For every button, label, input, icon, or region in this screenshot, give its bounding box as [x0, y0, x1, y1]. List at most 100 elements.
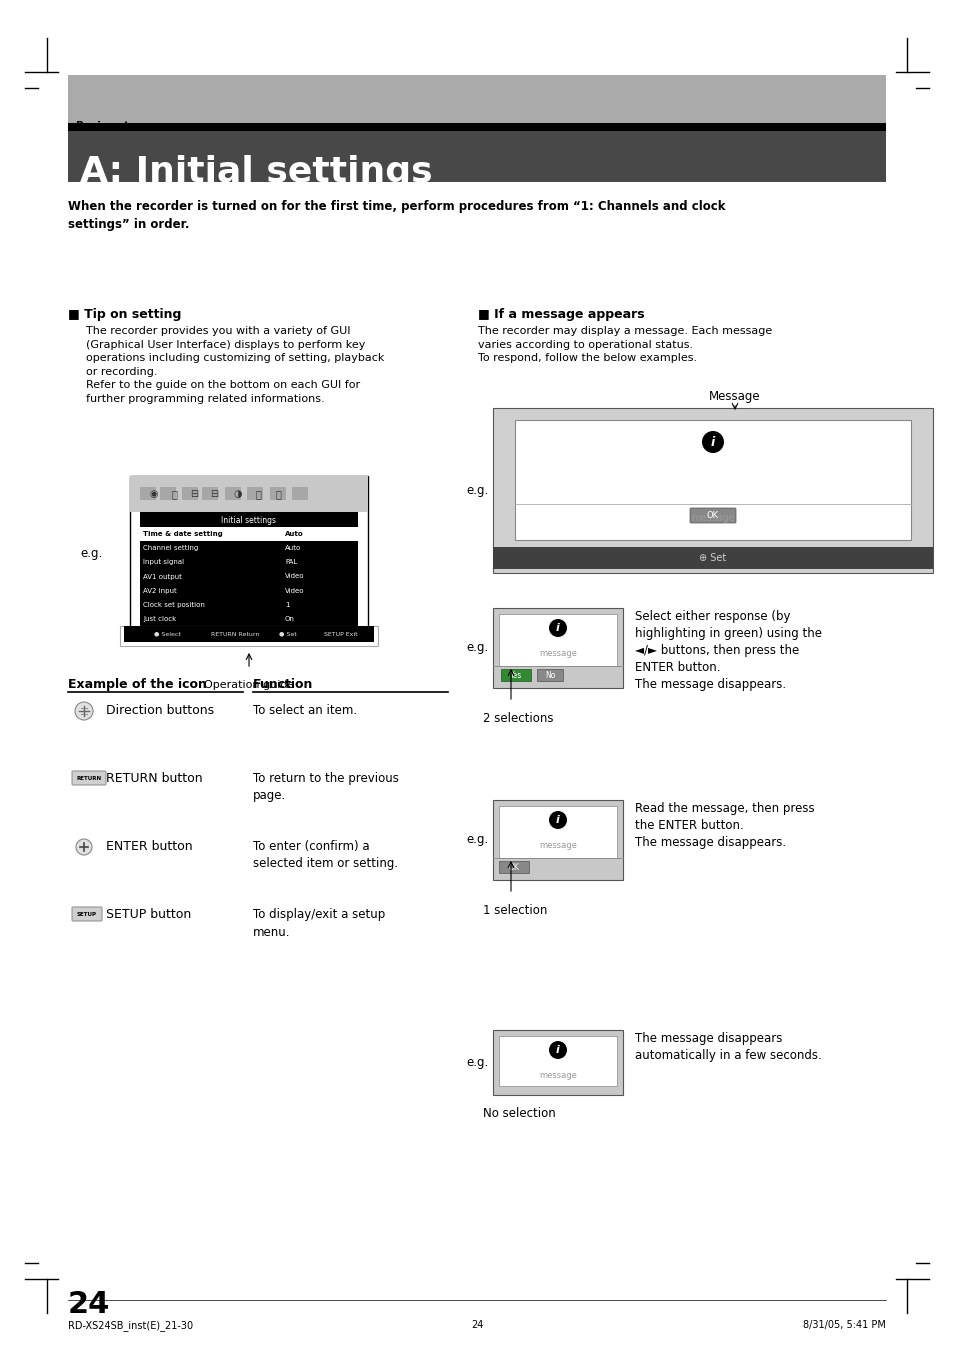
Text: message: message: [538, 650, 577, 658]
Text: To enter (confirm) a
selected item or setting.: To enter (confirm) a selected item or se…: [253, 840, 397, 870]
Text: The recorder provides you with a variety of GUI
(Graphical User Interface) displ: The recorder provides you with a variety…: [86, 326, 384, 404]
Text: Direction buttons: Direction buttons: [106, 704, 213, 717]
Text: The recorder may display a message. Each message
varies according to operational: The recorder may display a message. Each…: [477, 326, 771, 363]
Text: 2 selections: 2 selections: [482, 712, 553, 725]
Bar: [68, 123, 885, 131]
Circle shape: [548, 811, 566, 830]
Text: Auto: Auto: [285, 531, 303, 538]
Text: SETUP button: SETUP button: [106, 908, 191, 921]
Text: On: On: [285, 616, 294, 621]
Text: Auto: Auto: [285, 546, 301, 551]
Text: Basic setup: Basic setup: [76, 122, 144, 131]
Text: ■ If a message appears: ■ If a message appears: [477, 308, 644, 322]
Bar: [225, 486, 241, 500]
Bar: [498, 613, 617, 666]
Text: ⊕ Set: ⊕ Set: [699, 553, 726, 563]
Text: message: message: [538, 842, 577, 851]
Circle shape: [548, 619, 566, 638]
Text: i: i: [556, 623, 559, 634]
Text: Message: Message: [708, 390, 760, 403]
Text: RETURN: RETURN: [76, 775, 101, 781]
Text: e.g.: e.g.: [465, 834, 488, 847]
Text: To return to the previous
page.: To return to the previous page.: [253, 771, 398, 802]
Text: OK: OK: [706, 511, 719, 520]
Bar: [292, 486, 308, 500]
Text: Operation guide: Operation guide: [204, 680, 294, 690]
Text: e.g.: e.g.: [465, 642, 488, 654]
Bar: [68, 76, 885, 127]
Bar: [270, 486, 286, 500]
Bar: [498, 807, 617, 858]
Text: 📤: 📤: [274, 489, 280, 499]
Bar: [500, 669, 531, 681]
Bar: [498, 861, 529, 873]
Text: Just clock: Just clock: [143, 616, 176, 621]
Text: Select either response (by
highlighting in green) using the
◄/► buttons, then pr: Select either response (by highlighting …: [635, 611, 821, 690]
Text: 🎵: 🎵: [171, 489, 176, 499]
Text: e.g.: e.g.: [80, 547, 102, 559]
Text: AV1 output: AV1 output: [143, 574, 182, 580]
Text: OK: OK: [508, 862, 518, 871]
Bar: [160, 486, 175, 500]
Text: AV2 input: AV2 input: [143, 588, 176, 593]
Text: ⊟: ⊟: [190, 489, 198, 499]
Text: message: message: [538, 1071, 577, 1081]
Text: 🔑: 🔑: [254, 489, 261, 499]
Bar: [498, 1036, 617, 1086]
FancyBboxPatch shape: [71, 771, 106, 785]
Text: Video: Video: [285, 574, 304, 580]
Text: i: i: [710, 435, 715, 449]
Text: ● Set: ● Set: [278, 631, 296, 636]
FancyBboxPatch shape: [689, 508, 735, 523]
Text: 24: 24: [471, 1320, 482, 1329]
Text: 8/31/05, 5:41 PM: 8/31/05, 5:41 PM: [802, 1320, 885, 1329]
Text: 24: 24: [68, 1290, 111, 1319]
Bar: [202, 486, 218, 500]
Text: e.g.: e.g.: [465, 1056, 488, 1069]
Circle shape: [548, 1042, 566, 1059]
Text: SETUP: SETUP: [77, 912, 97, 916]
Bar: [182, 486, 198, 500]
Text: RETURN Return: RETURN Return: [212, 631, 259, 636]
Text: 1: 1: [285, 601, 289, 608]
Bar: [537, 669, 562, 681]
Text: To select an item.: To select an item.: [253, 704, 356, 717]
Text: i: i: [556, 1046, 559, 1055]
Bar: [140, 527, 357, 542]
Text: ⊟: ⊟: [210, 489, 218, 499]
Text: RETURN button: RETURN button: [106, 771, 202, 785]
Text: e.g.: e.g.: [465, 484, 488, 497]
Text: The message disappears
automatically in a few seconds.: The message disappears automatically in …: [635, 1032, 821, 1062]
Text: ◉: ◉: [150, 489, 158, 499]
Text: RD-XS24SB_inst(E)_21-30: RD-XS24SB_inst(E)_21-30: [68, 1320, 193, 1331]
Text: To display/exit a setup
menu.: To display/exit a setup menu.: [253, 908, 385, 939]
Text: No selection: No selection: [482, 1106, 556, 1120]
Bar: [140, 486, 156, 500]
Text: Clock set position: Clock set position: [143, 601, 205, 608]
Bar: [68, 131, 885, 182]
Text: ◑: ◑: [233, 489, 242, 499]
Bar: [493, 408, 932, 573]
Circle shape: [75, 703, 92, 720]
Text: Read the message, then press
the ENTER button.
The message disappears.: Read the message, then press the ENTER b…: [635, 802, 814, 848]
Bar: [130, 476, 368, 644]
Text: SETUP Exit: SETUP Exit: [324, 631, 357, 636]
Text: Video: Video: [285, 588, 304, 593]
Bar: [130, 476, 368, 512]
Text: Initial settings: Initial settings: [221, 516, 276, 526]
Text: No: No: [544, 670, 555, 680]
Text: ■ Tip on setting: ■ Tip on setting: [68, 308, 181, 322]
Bar: [247, 486, 263, 500]
Text: message: message: [690, 513, 734, 523]
Bar: [493, 608, 622, 688]
Text: Function: Function: [253, 678, 313, 690]
Circle shape: [701, 431, 723, 453]
Text: ENTER button: ENTER button: [106, 840, 193, 852]
Bar: [140, 527, 357, 626]
Bar: [493, 547, 932, 569]
Circle shape: [76, 839, 91, 855]
Text: A: Initial settings: A: Initial settings: [80, 155, 432, 189]
Bar: [140, 512, 357, 527]
Bar: [493, 800, 622, 880]
Bar: [515, 420, 910, 540]
